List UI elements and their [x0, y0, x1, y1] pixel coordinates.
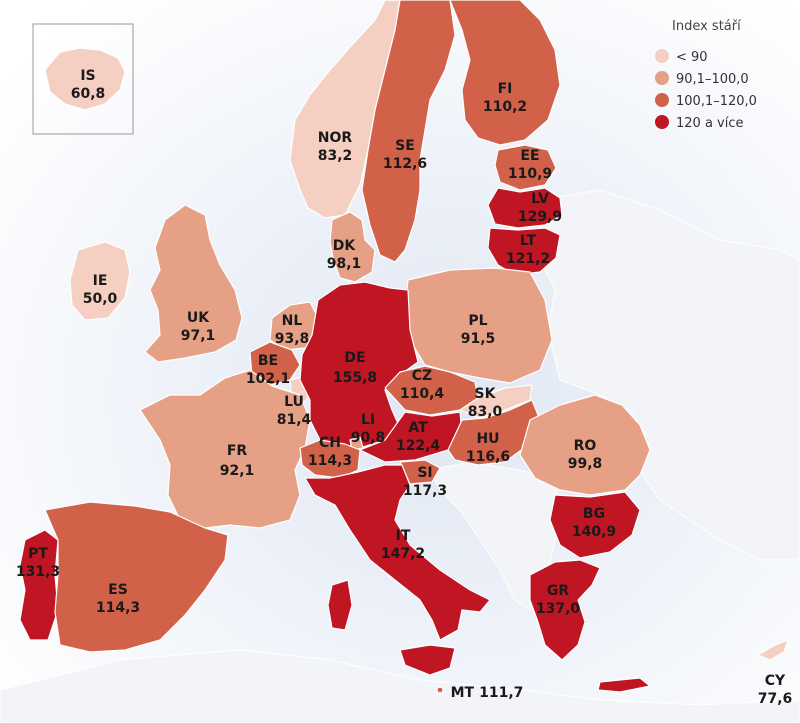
- label-de: DE 155,8: [333, 350, 377, 386]
- label-fr: FR 92,1: [220, 443, 255, 479]
- country-labels: IS 60,8 NOR 83,2 SE 112,6 FI 110,2 EE 110,9 L…: [16, 68, 792, 707]
- legend-item-1: < 90: [655, 49, 708, 65]
- land-nodata-africa: [0, 649, 800, 723]
- label-is: IS 60,8: [71, 68, 106, 102]
- country-ro: [519, 394, 651, 496]
- legend-swatch-4: [655, 115, 669, 129]
- legend: Index stáří < 90 90,1–100,0 100,1–120,0 …: [655, 19, 757, 131]
- country-ch: [299, 439, 361, 479]
- country-dk: [329, 211, 376, 283]
- legend-item-3: 100,1–120,0: [655, 93, 757, 109]
- legend-swatch-2: [655, 71, 669, 85]
- label-lt: LT 121,2: [506, 233, 550, 267]
- country-bg: [549, 491, 641, 559]
- country-uk: [144, 204, 243, 363]
- legend-item-4: 120 a více: [655, 115, 744, 131]
- label-nor: NOR 83,2: [318, 130, 353, 164]
- label-fi: FI 110,2: [483, 81, 527, 115]
- country-lt: [487, 227, 561, 276]
- label-mt: MT 111,7: [451, 685, 524, 701]
- country-sk: [459, 384, 533, 419]
- legend-item-2: 90,1–100,0: [655, 71, 749, 87]
- country-it-sicily: [399, 644, 456, 676]
- iceland-inset-frame: [32, 23, 134, 135]
- label-hu: HU 116,6: [466, 431, 510, 465]
- label-gr: GR 137,0: [536, 583, 581, 617]
- legend-label-2: 90,1–100,0: [676, 72, 749, 87]
- country-fi: [449, 0, 561, 146]
- label-at: AT 122,4: [396, 420, 441, 454]
- label-be: BE 102,1: [246, 353, 290, 387]
- label-ee: EE 110,9: [508, 148, 552, 182]
- label-uk: UK 97,1: [181, 310, 216, 344]
- label-se: SE 112,6: [383, 138, 427, 172]
- label-bg: BG 140,9: [572, 506, 616, 540]
- legend-title: Index stáří: [672, 19, 741, 34]
- label-it: IT 147,2: [381, 528, 425, 562]
- label-ro: RO 99,8: [568, 438, 603, 472]
- country-is: [44, 47, 126, 111]
- label-es: ES 114,3: [96, 582, 140, 616]
- country-it-sardinia: [327, 579, 353, 631]
- country-it: [304, 464, 491, 641]
- label-pl: PL 91,5: [461, 313, 496, 347]
- label-ch: CH 114,3: [308, 435, 352, 469]
- label-sk: SK 83,0: [468, 386, 503, 420]
- label-nl: NL 93,8: [275, 313, 310, 347]
- label-cy: CY 77,6: [758, 673, 793, 707]
- label-li: LI 90,8: [351, 412, 386, 446]
- label-dk: DK 98,1: [327, 238, 362, 272]
- country-fr: [139, 369, 311, 529]
- country-pt: [19, 529, 59, 641]
- label-ie: IE 50,0: [83, 273, 118, 307]
- country-mt: [436, 686, 444, 694]
- legend-label-1: < 90: [676, 50, 708, 65]
- legend-swatch-3: [655, 93, 669, 107]
- label-lu: LU 81,4: [277, 394, 312, 428]
- country-se: [361, 0, 456, 263]
- label-pt: PT 131,3: [16, 546, 60, 580]
- country-lv: [487, 187, 563, 229]
- label-si: SI 117,3: [403, 465, 447, 499]
- country-ee: [494, 144, 557, 191]
- country-es: [44, 501, 229, 653]
- country-cz: [384, 365, 479, 416]
- country-gr: [529, 559, 601, 661]
- country-gr-crete: [597, 677, 651, 693]
- country-ie: [69, 241, 131, 321]
- country-cy: [757, 639, 789, 661]
- label-cz: CZ 110,4: [400, 368, 445, 402]
- label-lv: LV 129,9: [518, 191, 562, 225]
- legend-swatch-1: [655, 49, 669, 63]
- legend-label-3: 100,1–120,0: [676, 94, 757, 109]
- legend-label-4: 120 a více: [676, 116, 744, 131]
